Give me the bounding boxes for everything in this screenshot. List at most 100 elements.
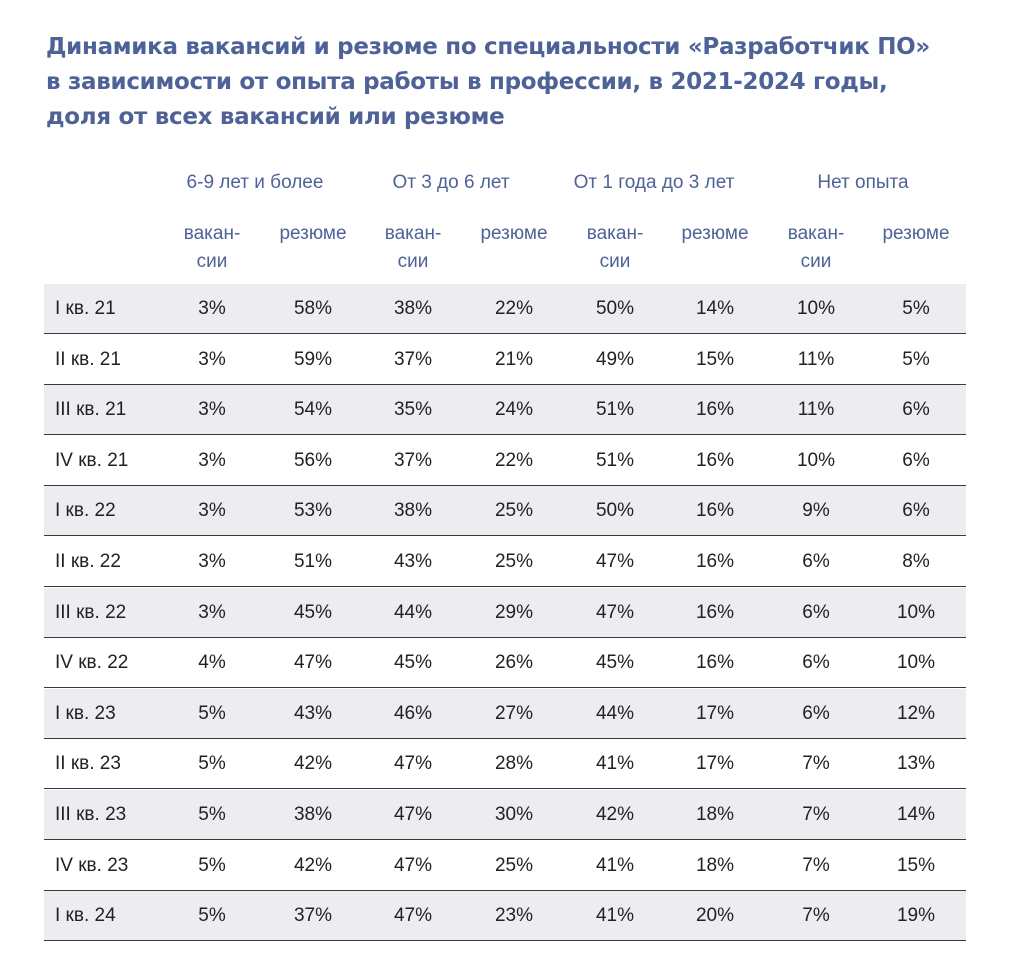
table-cell: 56% [293, 449, 333, 471]
table-cell: 4% [198, 652, 226, 674]
table-cell: 3% [198, 551, 226, 572]
table-cell: 47% [393, 905, 433, 927]
table-cell: 22% [494, 298, 534, 319]
table-cell: 38% [393, 500, 433, 522]
table-cell: 37% [293, 905, 333, 927]
table-cell: 47% [595, 601, 635, 623]
table-cell: 42% [595, 804, 635, 825]
table-cell: 42% [293, 854, 333, 876]
table-cell: 41% [595, 854, 635, 876]
group-header: 6-9 лет и более [186, 172, 324, 193]
table-row: III кв. 22 3% 45% 44% 29% 47% 16% 6% 10% [44, 587, 966, 638]
row-label: III кв. 23 [55, 804, 127, 825]
table-cell: 28% [494, 753, 534, 775]
table-row: IV кв. 22 4% 47% 45% 26% 45% 16% 6% 10% [44, 638, 966, 689]
table-cell: 14% [695, 298, 735, 319]
subheader-resumes: резюме [681, 223, 749, 244]
table-cell: 16% [695, 500, 735, 522]
table-cell: 45% [293, 601, 333, 623]
row-label: I кв. 24 [55, 905, 116, 927]
subheader-resumes: резюме [480, 223, 548, 244]
table-cell: 37% [393, 449, 433, 471]
table-cell: 38% [293, 804, 333, 825]
table-cell: 47% [595, 551, 635, 572]
table-cell: 8% [902, 551, 930, 572]
table-cell: 18% [695, 854, 735, 876]
table-cell: 10% [896, 601, 936, 623]
table-cell: 59% [293, 348, 333, 370]
table-cell: 9% [802, 500, 830, 522]
row-label: III кв. 22 [55, 601, 127, 623]
table-cell: 20% [695, 905, 735, 927]
table-cell: 23% [494, 905, 534, 927]
table-cell: 26% [494, 652, 534, 674]
table-cell: 25% [494, 500, 534, 522]
table-cell: 17% [695, 753, 735, 775]
table-cell: 6% [802, 551, 830, 572]
table-cell: 49% [595, 348, 635, 370]
table-cell: 3% [198, 500, 226, 522]
table-cell: 5% [902, 348, 930, 370]
subheader-vacancies: вакан- сии [384, 223, 442, 272]
table-cell: 29% [494, 601, 534, 623]
table-cell: 38% [393, 298, 433, 319]
group-header: Нет опыта [817, 172, 909, 193]
subheader-resumes: резюме [279, 223, 347, 244]
table-cell: 3% [198, 601, 226, 623]
table-cell: 11% [797, 399, 835, 421]
subheader-resumes: резюме [882, 223, 950, 244]
table-cell: 50% [595, 298, 635, 319]
table-cell: 44% [393, 601, 433, 623]
table-cell: 14% [896, 804, 936, 825]
table-cell: 6% [902, 449, 930, 471]
table-cell: 27% [494, 702, 534, 724]
table-cell: 19% [896, 905, 936, 927]
table-cell: 51% [595, 399, 635, 421]
table-cell: 11% [797, 348, 835, 370]
table-cell: 5% [198, 804, 226, 825]
table-cell: 3% [198, 399, 226, 421]
table-cell: 47% [393, 753, 433, 775]
table-cell: 51% [293, 551, 333, 572]
table-cell: 16% [695, 652, 735, 674]
table-cell: 13% [896, 753, 936, 775]
table-cell: 5% [198, 854, 226, 876]
table-cell: 16% [695, 399, 735, 421]
table-cell: 15% [695, 348, 735, 370]
table-cell: 45% [393, 652, 433, 674]
table-cell: 51% [595, 449, 635, 471]
row-label: IV кв. 21 [55, 449, 129, 471]
table-cell: 10% [796, 298, 836, 319]
table-cell: 45% [595, 652, 635, 674]
table-cell: 47% [393, 804, 433, 825]
table-cell: 50% [595, 500, 635, 522]
table-cell: 3% [198, 298, 226, 319]
title-line-2: в зависимости от опыта работы в професси… [46, 69, 888, 95]
table-cell: 7% [802, 753, 830, 775]
table-cell: 53% [293, 500, 333, 522]
table-row: II кв. 23 5% 42% 47% 28% 41% 17% 7% 13% [44, 739, 966, 790]
table-cell: 46% [393, 702, 433, 724]
table-cell: 37% [393, 348, 433, 370]
table-row: II кв. 21 3% 59% 37% 21% 49% 15% 11% 5% [44, 335, 966, 385]
row-label: II кв. 22 [55, 551, 121, 572]
table-cell: 6% [902, 399, 930, 421]
table-cell: 24% [494, 399, 534, 421]
table-cell: 35% [393, 399, 433, 421]
table-cell: 6% [902, 500, 930, 522]
table-cell: 18% [695, 804, 735, 825]
table-cell: 6% [802, 601, 830, 623]
table-cell: 10% [896, 652, 936, 674]
table-row: II кв. 22 3% 51% 43% 25% 47% 16% 6% 8% [44, 537, 966, 587]
table-cell: 54% [293, 399, 333, 421]
group-header: От 1 года до 3 лет [573, 172, 735, 193]
table-row: IV кв. 23 5% 42% 47% 25% 41% 18% 7% 15% [44, 841, 966, 891]
table-row: I кв. 21 3% 58% 38% 22% 50% 14% 10% 5% [44, 284, 966, 334]
table-cell: 10% [796, 449, 836, 471]
table-row: I кв. 24 5% 37% 47% 23% 41% 20% 7% 19% [44, 891, 966, 942]
row-label: I кв. 23 [55, 702, 116, 724]
table-row: III кв. 21 3% 54% 35% 24% 51% 16% 11% 6% [44, 385, 966, 436]
table-cell: 43% [293, 702, 333, 724]
table-cell: 15% [896, 854, 936, 876]
table-cell: 16% [695, 601, 735, 623]
